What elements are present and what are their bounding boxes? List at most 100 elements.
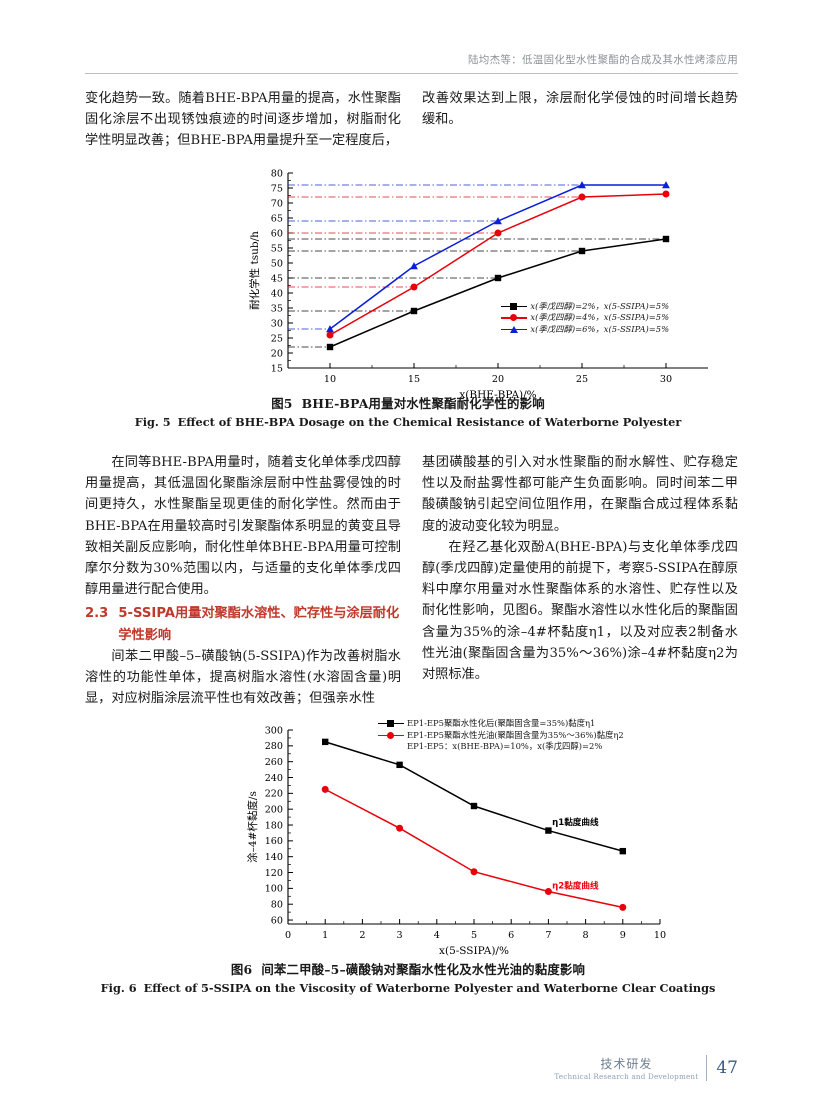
svg-text:160: 160 — [265, 836, 283, 847]
header-divider — [85, 73, 738, 74]
svg-text:20: 20 — [271, 348, 283, 359]
svg-text:耐化学性 tsub/h: 耐化学性 tsub/h — [248, 231, 261, 310]
legend-label: x(季戊四醇)=2%，x(5-SSIPA)=5% — [530, 300, 670, 311]
svg-text:1: 1 — [322, 930, 328, 941]
chart-fig5: 15 20 25 30 35 40 45 50 55 60 65 70 75 80 10 15 20 25 30 耐化… — [0, 163, 816, 401]
svg-text:4: 4 — [434, 930, 440, 941]
legend-marker — [387, 720, 394, 728]
legend-marker — [510, 325, 519, 333]
mid-right-column: 基团磺酸基的引入对水性聚酯的耐水解性、贮存稳定性以及耐盐雾性都可能产生负面影响。… — [422, 452, 738, 685]
svg-text:20: 20 — [492, 374, 504, 385]
top-right-column: 改善效果达到上限，涂层耐化学侵蚀的时间增长趋势缓和。 — [422, 88, 738, 130]
footer-section-en: Technical Research and Development — [554, 1072, 699, 1081]
svg-text:300: 300 — [265, 725, 283, 736]
figure-6-title-en: Effect of 5-SSIPA on the Viscosity of Wa… — [143, 981, 716, 995]
svg-text:15: 15 — [271, 363, 283, 374]
svg-text:25: 25 — [576, 374, 588, 385]
svg-text:75: 75 — [271, 183, 283, 194]
figure-6-caption: 图6 间苯二甲酸–5–磺酸钠对聚酯水性化及水性光油的黏度影响 Fig. 6 Effe… — [0, 960, 816, 995]
svg-text:10: 10 — [324, 374, 336, 385]
chart-fig6: 60 80 100 120 140 160 180 200 220 240 260 280 300 0 1 2… — [0, 712, 816, 957]
chart-fig6-legend-item: EP1-EP5聚酯水性化后(聚酯固含量=35%)黏度η1 — [378, 718, 624, 730]
paragraph-top-right: 改善效果达到上限，涂层耐化学侵蚀的时间增长趋势缓和。 — [422, 91, 738, 128]
svg-text:50: 50 — [271, 258, 283, 269]
chart-fig6-legend-item: EP1-EP5聚酯水性光油(聚酯固含量为35%～36%)黏度η2 — [378, 730, 624, 742]
figure-5: 15 20 25 30 35 40 45 50 55 60 65 70 75 80 10 15 20 25 30 耐化… — [0, 163, 816, 429]
legend-marker — [387, 731, 394, 739]
svg-text:60: 60 — [271, 228, 283, 239]
legend-label: EP1-EP5聚酯水性光油(聚酯固含量为35%～36%)黏度η2 — [407, 729, 624, 740]
mid-left-column: 在同等BHE-BPA用量时，随着支化单体季戊四醇用量提高，其低温固化聚酯涂层耐中… — [85, 452, 401, 709]
legend-label: x(季戊四醇)=4%，x(5-SSIPA)=5% — [530, 312, 670, 323]
chart-fig5-legend-item: x(季戊四醇)=2%，x(5-SSIPA)=5% — [501, 301, 669, 313]
svg-text:15: 15 — [408, 374, 420, 385]
svg-text:0: 0 — [285, 930, 291, 941]
svg-text:10: 10 — [654, 930, 666, 941]
paragraph-mid-left-1: 在同等BHE-BPA用量时，随着支化单体季戊四醇用量提高，其低温固化聚酯涂层耐中… — [85, 455, 401, 598]
svg-text:100: 100 — [265, 884, 283, 895]
svg-text:60: 60 — [271, 915, 283, 926]
svg-text:x(5-SSIPA)/%: x(5-SSIPA)/% — [439, 945, 509, 957]
svg-text:180: 180 — [265, 820, 283, 831]
svg-text:7: 7 — [545, 930, 551, 941]
chart-fig5-legend-item: x(季戊四醇)=4%，x(5-SSIPA)=5% — [501, 312, 669, 324]
svg-text:220: 220 — [265, 789, 283, 800]
legend-marker — [510, 314, 518, 322]
figure-6-label-en: Fig. 6 — [100, 981, 137, 995]
svg-text:η2黏度曲线: η2黏度曲线 — [552, 879, 599, 891]
svg-text:35: 35 — [271, 303, 283, 314]
section-heading-2-3: 2.3 5-SSIPA用量对聚酯水溶性、贮存性与涂层耐化学性影响 — [85, 603, 401, 645]
svg-text:120: 120 — [265, 868, 283, 879]
legend-label: EP1-EP5聚酯水性化后(聚酯固含量=35%)黏度η1 — [407, 718, 596, 728]
paragraph-mid-right-1: 基团磺酸基的引入对水性聚酯的耐水解性、贮存稳定性以及耐盐雾性都可能产生负面影响。… — [422, 455, 738, 534]
svg-text:80: 80 — [271, 168, 283, 179]
svg-text:140: 140 — [265, 852, 283, 863]
svg-text:200: 200 — [265, 804, 283, 815]
svg-text:30: 30 — [271, 318, 283, 329]
figure-6: 60 80 100 120 140 160 180 200 220 240 260 280 300 0 1 2… — [0, 712, 816, 995]
svg-text:80: 80 — [271, 900, 283, 911]
figure-6-title-zh: 间苯二甲酸–5–磺酸钠对聚酯水性化及水性光油的黏度影响 — [261, 962, 586, 977]
figure-5-title-en: Effect of BHE-BPA Dosage on the Chemical… — [177, 415, 682, 429]
svg-text:涂–4#杯黏度/s: 涂–4#杯黏度/s — [246, 791, 259, 863]
svg-text:240: 240 — [265, 773, 283, 784]
top-left-column: 变化趋势一致。随着BHE-BPA用量的提高，水性聚酯固化涂层不出现锈蚀痕迹的时间… — [85, 88, 401, 152]
chart-fig6-legend: EP1-EP5聚酯水性化后(聚酯固含量=35%)黏度η1 EP1-EP5聚酯水性光… — [378, 718, 624, 753]
legend-label: x(季戊四醇)=6%，x(5-SSIPA)=5% — [530, 323, 670, 334]
figure-6-label-zh: 图6 — [230, 962, 253, 977]
legend-marker — [510, 302, 518, 310]
svg-text:30: 30 — [660, 374, 672, 385]
svg-text:6: 6 — [508, 930, 514, 941]
svg-text:5: 5 — [471, 930, 477, 941]
svg-text:25: 25 — [271, 333, 283, 344]
svg-text:45: 45 — [271, 273, 283, 284]
svg-text:2: 2 — [359, 930, 365, 941]
footer-section-zh: 技术研发 — [600, 1057, 653, 1071]
svg-text:280: 280 — [265, 741, 283, 752]
figure-5-label-en: Fig. 5 — [134, 415, 171, 429]
figure-5-caption: 图5 BHE-BPA用量对水性聚酯耐化学性的影响 Fig. 5 Effect of … — [0, 394, 816, 429]
svg-text:55: 55 — [271, 243, 283, 254]
figure-5-label-zh: 图5 — [271, 396, 293, 411]
paragraph-mid-left-2: 间苯二甲酸–5–磺酸钠(5-SSIPA)作为改善树脂水溶性的功能性单体，提高树脂… — [85, 648, 401, 707]
chart-fig6-legend-note: EP1-EP5：x(BHE-BPA)=10%，x(季戊四醇)=2% — [407, 741, 603, 752]
svg-text:x(BHE-BPA)/%: x(BHE-BPA)/% — [459, 389, 536, 401]
svg-text:8: 8 — [583, 930, 589, 941]
chart-fig5-legend-item: x(季戊四醇)=6%，x(5-SSIPA)=5% — [501, 324, 669, 336]
chart-fig5-canvas: 15 20 25 30 35 40 45 50 55 60 65 70 75 80 10 15 20 25 30 耐化… — [248, 168, 708, 401]
paragraph-top-left: 变化趋势一致。随着BHE-BPA用量的提高，水性聚酯固化涂层不出现锈蚀痕迹的时间… — [85, 91, 401, 149]
paragraph-mid-right-2: 在羟乙基化双酚A(BHE-BPA)与支化单体季戊四醇(季戊四醇)定量使用的前提下… — [422, 539, 738, 683]
page-footer: 技术研发 Technical Research and Development … — [554, 1055, 738, 1081]
svg-text:65: 65 — [271, 213, 283, 224]
svg-text:40: 40 — [271, 288, 283, 299]
svg-text:3: 3 — [397, 930, 403, 941]
svg-text:9: 9 — [620, 930, 626, 941]
section-number: 2.3 — [85, 606, 109, 622]
footer-section: 技术研发 Technical Research and Development — [554, 1055, 706, 1081]
chart-fig5-legend: x(季戊四醇)=2%，x(5-SSIPA)=5% x(季戊四醇)=4%，x(5-S… — [501, 301, 669, 336]
svg-text:260: 260 — [265, 757, 283, 768]
page-number: 47 — [706, 1055, 738, 1081]
running-header: 陆均杰等：低温固化型水性聚酯的合成及其水性烤漆应用 — [468, 54, 738, 66]
svg-text:η1黏度曲线: η1黏度曲线 — [552, 816, 599, 828]
